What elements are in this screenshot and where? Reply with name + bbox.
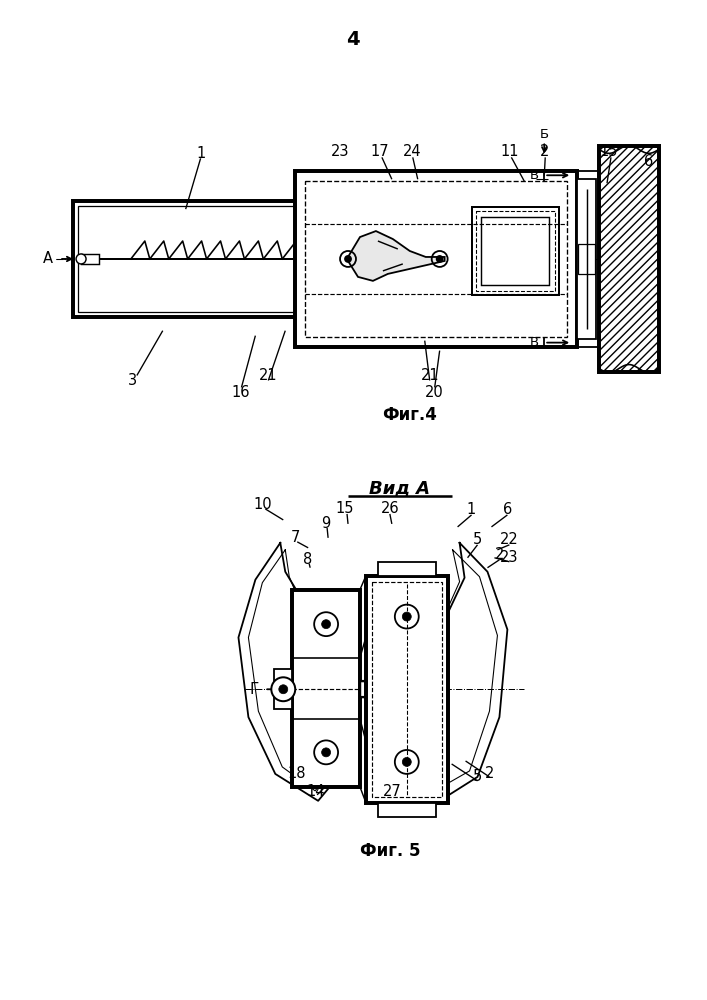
Text: 6: 6 [503,502,512,517]
Text: А: А [43,251,53,266]
Text: 8: 8 [303,552,312,567]
Text: 22: 22 [500,532,519,547]
Text: Фиг. 5: Фиг. 5 [360,842,420,860]
Bar [378,562,436,576]
Circle shape [314,612,338,636]
Circle shape [314,740,338,764]
Text: 20: 20 [426,385,444,400]
Text: 5: 5 [473,532,482,547]
Circle shape [271,677,296,701]
Text: В: В [530,336,539,349]
Text: 24: 24 [402,144,421,159]
Bar [578,244,595,274]
Text: 26: 26 [380,501,399,516]
Text: 6: 6 [644,154,653,169]
Bar [81,254,99,264]
Text: 17: 17 [370,144,390,159]
Bar [372,582,442,797]
Text: 1: 1 [467,502,476,517]
Circle shape [279,685,288,694]
Bar [472,207,559,295]
Text: 2: 2 [495,547,504,562]
Bar [577,179,596,339]
Text: Фиг.4: Фиг.4 [382,406,437,424]
Text: 23: 23 [500,550,519,565]
Text: 1: 1 [196,146,205,161]
Text: 4: 4 [346,30,360,49]
Text: 2: 2 [539,144,549,159]
Text: 15: 15 [600,144,618,159]
Text: 5: 5 [473,769,482,784]
Bar [366,576,448,803]
Text: Г: Г [249,682,258,697]
Bar [274,669,292,709]
Text: 16: 16 [231,385,250,400]
Bar [78,206,312,312]
Text: 18: 18 [287,766,305,781]
Text: Б: Б [539,128,549,141]
Bar [481,217,549,285]
Text: 7: 7 [291,530,300,545]
Text: 23: 23 [331,144,349,159]
Circle shape [322,748,331,757]
Text: В: В [530,169,539,182]
Circle shape [437,256,443,262]
Text: 15: 15 [336,501,354,516]
Circle shape [402,612,411,621]
Bar [336,227,445,291]
Text: 21: 21 [259,368,278,383]
Bar [73,201,317,317]
Bar [292,590,360,787]
Text: 11: 11 [500,144,519,159]
Circle shape [76,254,86,264]
Text: 21: 21 [421,368,439,383]
Bar [360,681,366,697]
Circle shape [395,605,419,629]
Circle shape [402,757,411,766]
Polygon shape [348,231,445,281]
Bar [305,181,567,337]
Text: 27: 27 [382,784,402,799]
Bar [296,171,577,347]
Text: 3: 3 [128,373,137,388]
Text: 9: 9 [322,516,331,531]
Text: 10: 10 [253,497,271,512]
Text: 2: 2 [485,766,494,781]
Circle shape [345,256,351,262]
Text: Вид А: Вид А [369,479,431,497]
Text: 14: 14 [307,784,325,799]
Bar [378,803,436,817]
Circle shape [322,620,331,629]
Circle shape [395,750,419,774]
Bar [476,211,555,291]
Bar [599,146,659,372]
